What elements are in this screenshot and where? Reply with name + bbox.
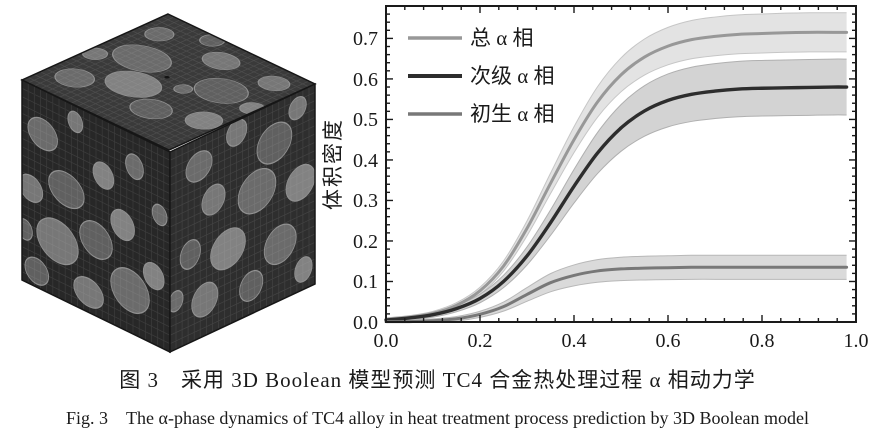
- x-tick-label-3: 0.6: [656, 330, 681, 352]
- alpha-phase-chart: [384, 5, 857, 324]
- y-tick-label-0: 0.0: [353, 312, 378, 334]
- band-0: [386, 12, 847, 322]
- figure-canvas: 0.0 0.1 0.2 0.3 0.4 0.5 0.6 0.7 0.0 0.2 …: [20, 5, 869, 354]
- mesh-grid-left: [22, 80, 170, 352]
- cube-face-right: [169, 82, 316, 354]
- series-lines: [384, 30, 849, 324]
- x-tick-label-4: 0.8: [750, 330, 775, 352]
- microstructure-cube-image: [20, 13, 317, 354]
- band-2: [386, 255, 847, 323]
- legend-label-total: 总 α 相: [470, 26, 534, 50]
- alpha-particles-right: [170, 95, 315, 318]
- x-tick-label-1: 0.2: [468, 330, 493, 352]
- series-line-1: [384, 85, 849, 322]
- y-tick-label-5: 0.5: [353, 109, 378, 131]
- y-tick-label-6: 0.6: [353, 69, 378, 91]
- legend-label-secondary: 次级 α 相: [470, 64, 555, 88]
- y-axis-title: 体积密度: [321, 118, 345, 210]
- caption-chinese: 图 3 采用 3D Boolean 模型预测 TC4 合金热处理过程 α 相动力…: [119, 368, 756, 392]
- alpha-particles-left: [22, 110, 168, 315]
- y-tick-label-7: 0.7: [353, 28, 378, 50]
- cube-face-left: [21, 78, 171, 354]
- x-tick-label-0: 0.0: [374, 330, 399, 352]
- band-1: [386, 59, 847, 322]
- confidence-bands: [385, 12, 847, 323]
- caption-english: Fig. 3 The α-phase dynamics of TC4 alloy…: [66, 408, 809, 428]
- dark-dot: [164, 75, 170, 79]
- legend-swatches: [408, 36, 462, 116]
- x-tick-label-2: 0.4: [562, 330, 587, 352]
- series-line-0: [384, 30, 849, 322]
- axis-ticks: [385, 5, 857, 323]
- x-tick-label-5: 1.0: [844, 330, 869, 352]
- legend-label-primary: 初生 α 相: [470, 102, 555, 126]
- mesh-grid-right: [170, 84, 315, 352]
- y-tick-label-4: 0.4: [353, 150, 378, 172]
- y-tick-label-2: 0.2: [353, 231, 378, 253]
- y-tick-label-1: 0.1: [353, 271, 378, 293]
- y-tick-label-3: 0.3: [353, 190, 378, 212]
- alpha-particles-top: [54, 27, 291, 130]
- plot-frame: [385, 5, 857, 323]
- cube-face-top: [20, 13, 317, 151]
- series-line-2: [384, 265, 849, 324]
